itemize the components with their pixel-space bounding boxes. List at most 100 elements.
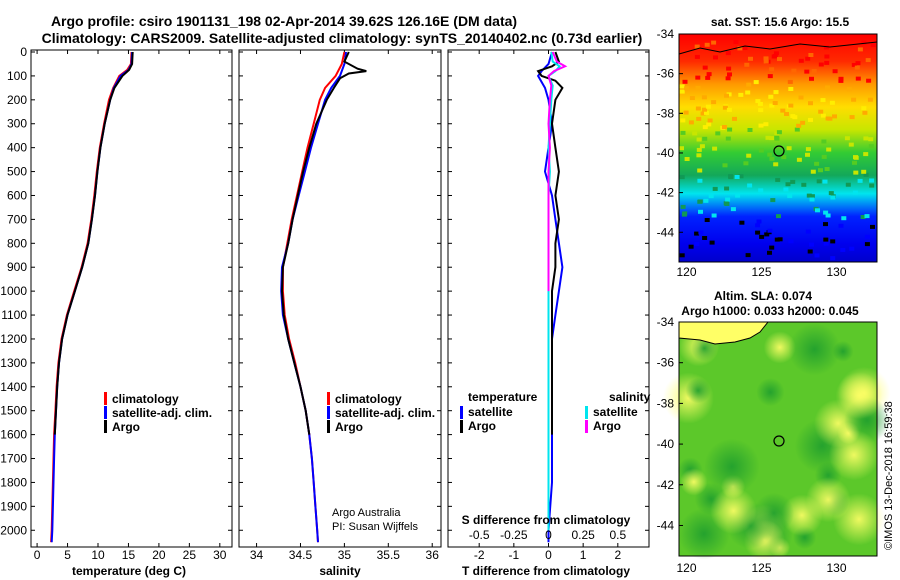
sst-speckle-cell xyxy=(738,174,744,179)
sst-speckle-cell xyxy=(706,72,712,77)
sst-speckle-cell xyxy=(853,155,859,160)
sst-speckle-cell xyxy=(776,130,782,135)
sst-speckle-cell xyxy=(823,241,829,246)
lat-tick-label: -42 xyxy=(657,186,675,200)
sst-speckle-cell xyxy=(737,46,743,51)
sst-speckle-cell xyxy=(870,43,876,48)
legend-title-salinity: salinity xyxy=(609,390,651,404)
sst-speckle-cell xyxy=(711,100,717,105)
sst-speckle-cell xyxy=(711,213,717,218)
legend-swatch-argo xyxy=(327,420,330,433)
sst-speckle-cell xyxy=(777,237,783,242)
sla-map-frame xyxy=(678,321,878,557)
sst-speckle-cell xyxy=(776,214,781,219)
sst-speckle-cell xyxy=(849,115,855,120)
sst-speckle-cell xyxy=(823,237,829,242)
sst-speckle-cell xyxy=(715,131,721,136)
sla-blob xyxy=(835,372,883,420)
sst-speckle-cell xyxy=(774,131,780,136)
depth-tick-label: 1400 xyxy=(0,380,27,394)
sst-speckle-cell xyxy=(830,195,836,200)
sst-speckle-cell xyxy=(828,191,834,196)
series-line-satellite-adj-clim- xyxy=(50,51,134,543)
sst-speckle-cell xyxy=(767,74,773,79)
sst-speckle-cell xyxy=(785,182,791,187)
series-line-climatology xyxy=(50,51,133,543)
sst-speckle-cell xyxy=(790,114,796,119)
sst-speckle-cell xyxy=(826,147,832,152)
sst-map-field xyxy=(679,34,877,262)
sst-speckle-cell xyxy=(867,97,873,102)
x-tick-label: -1 xyxy=(509,548,520,562)
sst-speckle-cell xyxy=(700,111,706,116)
sst-speckle-cell xyxy=(755,223,761,228)
sst-speckle-cell xyxy=(727,72,732,77)
sst-speckle-cell xyxy=(694,241,700,246)
sst-speckle-cell xyxy=(705,104,711,109)
legend-label-argo: Argo xyxy=(112,420,140,434)
sst-speckle-cell xyxy=(743,161,749,166)
lat-tick-label: -40 xyxy=(657,146,675,160)
sst-speckle-cell xyxy=(820,113,826,118)
s-tick-label: 0.25 xyxy=(571,528,595,542)
sst-speckle-cell xyxy=(770,198,776,203)
sst-speckle-cell xyxy=(851,62,857,67)
temperature-panel: 0100200300400500600700800900100011001200… xyxy=(0,45,649,578)
sst-speckle-cell xyxy=(825,85,830,90)
sst-speckle-cell xyxy=(680,118,686,123)
sst-speckle-cell xyxy=(757,102,763,106)
x-tick-label: 35.5 xyxy=(377,548,401,562)
sla-blob xyxy=(805,477,851,523)
sst-float-marker xyxy=(773,145,785,157)
sst-speckle-cell xyxy=(809,242,814,247)
sst-speckle-cell xyxy=(814,253,820,258)
sst-speckle-cell xyxy=(861,106,867,111)
sst-speckle-cell xyxy=(787,79,793,84)
lat-tick-label: -42 xyxy=(657,478,675,492)
sst-speckle-cell xyxy=(849,246,855,251)
s-tick-label: 0 xyxy=(545,528,552,542)
difference-panel: -2 -1 0 1 2 S difference from climatology -0… xyxy=(447,49,651,578)
sst-speckle-cell xyxy=(783,187,789,192)
legend-label-satellite: satellite-adj. clim. xyxy=(112,406,212,420)
sst-speckle-cell xyxy=(704,42,710,47)
sla-blob xyxy=(680,468,708,496)
sst-speckle-cell xyxy=(773,90,779,95)
sla-blob xyxy=(828,429,880,481)
lon-tick-label: 120 xyxy=(676,265,696,279)
sst-speckle-cell xyxy=(852,190,858,195)
sst-speckle-cell xyxy=(763,59,769,64)
sst-speckle-cell xyxy=(701,95,707,100)
lon-tick-label: 125 xyxy=(751,561,771,575)
legend-swatch-climatology xyxy=(104,392,107,405)
sla-map-title-line2: Argo h1000: 0.033 h2000: 0.045 xyxy=(681,304,859,318)
salinity-lines xyxy=(280,51,367,543)
sst-speckle-cell xyxy=(742,46,748,50)
sst-speckle-cell xyxy=(702,236,708,240)
s-tick-label: -0.5 xyxy=(469,528,490,542)
legend-swatch-s-argo xyxy=(585,420,588,433)
sst-speckle-cell xyxy=(805,152,810,157)
sst-map: sat. SST: 15.6 Argo: 15.5 -34 -36 -38 -40 -4… xyxy=(657,15,878,279)
sst-speckle-cell xyxy=(804,69,810,74)
sst-speckle-cell xyxy=(868,137,874,142)
sst-speckle-cell xyxy=(725,51,731,56)
depth-tick-label: 1000 xyxy=(0,284,27,298)
sst-speckle-cell xyxy=(734,175,740,179)
depth-tick-label: 1500 xyxy=(0,404,27,418)
sst-speckle-cell xyxy=(791,68,797,73)
sst-speckle-cell xyxy=(853,170,859,175)
sst-speckle-cell xyxy=(864,242,870,247)
series-line-argo xyxy=(53,51,134,435)
sst-speckle-cell xyxy=(824,167,830,171)
series-line-s-argo xyxy=(547,51,568,292)
sst-speckle-cell xyxy=(704,218,710,222)
sst-speckle-cell xyxy=(680,204,686,209)
sst-speckle-cell xyxy=(721,125,727,129)
sst-speckle-cell xyxy=(801,182,807,187)
sst-speckle-cell xyxy=(724,186,730,191)
sst-speckle-cell xyxy=(825,213,831,218)
x-tick-label: 25 xyxy=(183,548,197,562)
sst-speckle-cell xyxy=(709,240,715,245)
